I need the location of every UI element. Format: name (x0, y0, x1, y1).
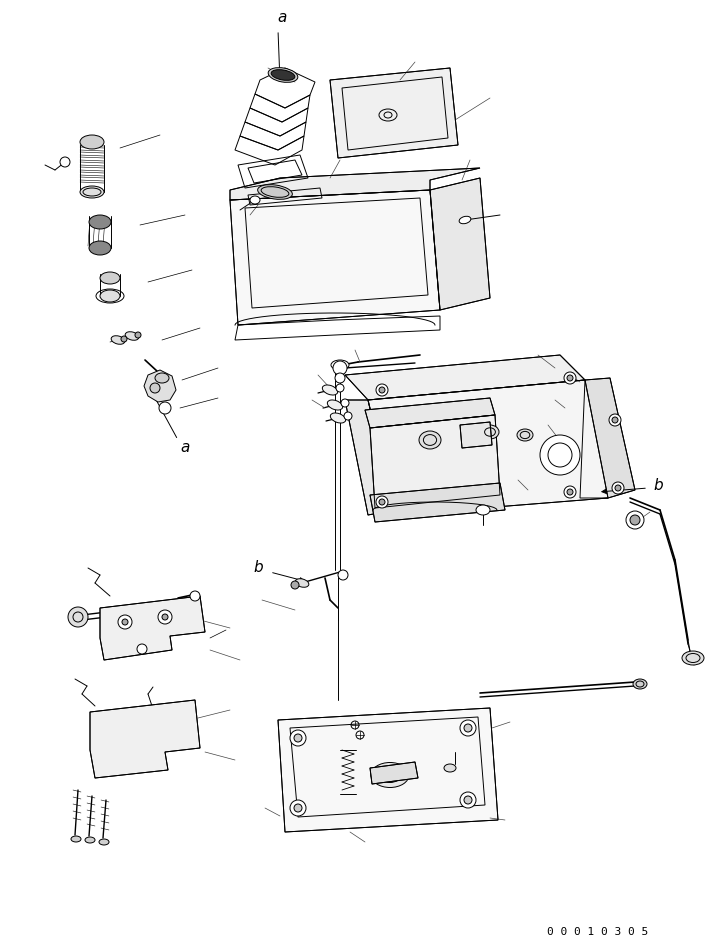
Polygon shape (230, 168, 480, 200)
Circle shape (162, 614, 168, 620)
Text: b: b (253, 561, 263, 576)
Circle shape (294, 804, 302, 812)
Circle shape (190, 591, 200, 601)
Circle shape (464, 724, 472, 732)
Ellipse shape (331, 413, 346, 423)
Text: b: b (653, 479, 663, 494)
Ellipse shape (250, 196, 260, 204)
Polygon shape (580, 378, 635, 498)
Circle shape (564, 486, 576, 498)
Ellipse shape (331, 360, 349, 370)
Ellipse shape (682, 651, 704, 665)
Circle shape (338, 570, 348, 580)
Text: 0 0 0 1 0 3 0 5: 0 0 0 1 0 3 0 5 (547, 927, 649, 937)
Circle shape (567, 489, 573, 495)
Ellipse shape (476, 505, 490, 515)
Ellipse shape (100, 290, 120, 302)
Circle shape (344, 412, 352, 420)
Polygon shape (345, 355, 585, 400)
Circle shape (291, 581, 299, 589)
Polygon shape (370, 415, 500, 508)
Ellipse shape (459, 216, 471, 224)
Circle shape (341, 399, 349, 407)
Ellipse shape (99, 839, 109, 845)
Ellipse shape (517, 429, 533, 441)
Ellipse shape (271, 70, 295, 80)
Circle shape (379, 387, 385, 393)
Ellipse shape (481, 425, 499, 439)
Polygon shape (460, 422, 492, 448)
Ellipse shape (371, 763, 409, 787)
Circle shape (564, 372, 576, 384)
Circle shape (118, 615, 132, 629)
Circle shape (612, 482, 624, 494)
Circle shape (333, 361, 347, 375)
Polygon shape (90, 700, 200, 778)
Ellipse shape (85, 837, 95, 843)
Polygon shape (368, 380, 608, 515)
Circle shape (376, 496, 388, 508)
Circle shape (567, 375, 573, 381)
Circle shape (609, 414, 621, 426)
Circle shape (464, 796, 472, 804)
Ellipse shape (89, 241, 111, 255)
Ellipse shape (111, 336, 125, 345)
Text: a: a (277, 10, 287, 25)
Circle shape (122, 619, 128, 625)
Ellipse shape (125, 331, 139, 340)
Circle shape (158, 610, 172, 624)
Circle shape (335, 373, 345, 383)
Polygon shape (365, 398, 495, 428)
Polygon shape (370, 483, 505, 522)
Ellipse shape (80, 135, 104, 149)
Ellipse shape (295, 579, 309, 587)
Circle shape (376, 384, 388, 396)
Circle shape (137, 644, 147, 654)
Ellipse shape (444, 764, 456, 772)
Circle shape (150, 383, 160, 393)
Ellipse shape (71, 836, 81, 842)
Circle shape (135, 332, 141, 338)
Circle shape (121, 336, 127, 342)
Circle shape (460, 792, 476, 808)
Polygon shape (144, 370, 176, 402)
Ellipse shape (268, 68, 298, 82)
Polygon shape (330, 68, 458, 158)
Circle shape (294, 734, 302, 742)
Ellipse shape (80, 186, 104, 198)
Circle shape (615, 485, 621, 491)
Polygon shape (345, 400, 395, 515)
Text: a: a (180, 441, 190, 456)
Ellipse shape (323, 385, 338, 395)
Ellipse shape (328, 400, 343, 410)
Circle shape (68, 607, 88, 627)
Circle shape (290, 730, 306, 746)
Polygon shape (370, 762, 418, 784)
Polygon shape (230, 190, 440, 325)
Circle shape (626, 511, 644, 529)
Polygon shape (278, 708, 498, 832)
Ellipse shape (155, 373, 169, 383)
Circle shape (336, 384, 344, 392)
Ellipse shape (419, 431, 441, 449)
Circle shape (290, 800, 306, 816)
Circle shape (60, 157, 70, 167)
Circle shape (612, 417, 618, 423)
Ellipse shape (633, 679, 647, 689)
Circle shape (630, 515, 640, 525)
Circle shape (379, 499, 385, 505)
Ellipse shape (89, 215, 111, 229)
Circle shape (460, 720, 476, 736)
Ellipse shape (257, 185, 293, 199)
Polygon shape (100, 596, 205, 660)
Ellipse shape (100, 272, 120, 284)
Circle shape (540, 435, 580, 475)
Polygon shape (430, 178, 490, 310)
Circle shape (159, 402, 171, 414)
